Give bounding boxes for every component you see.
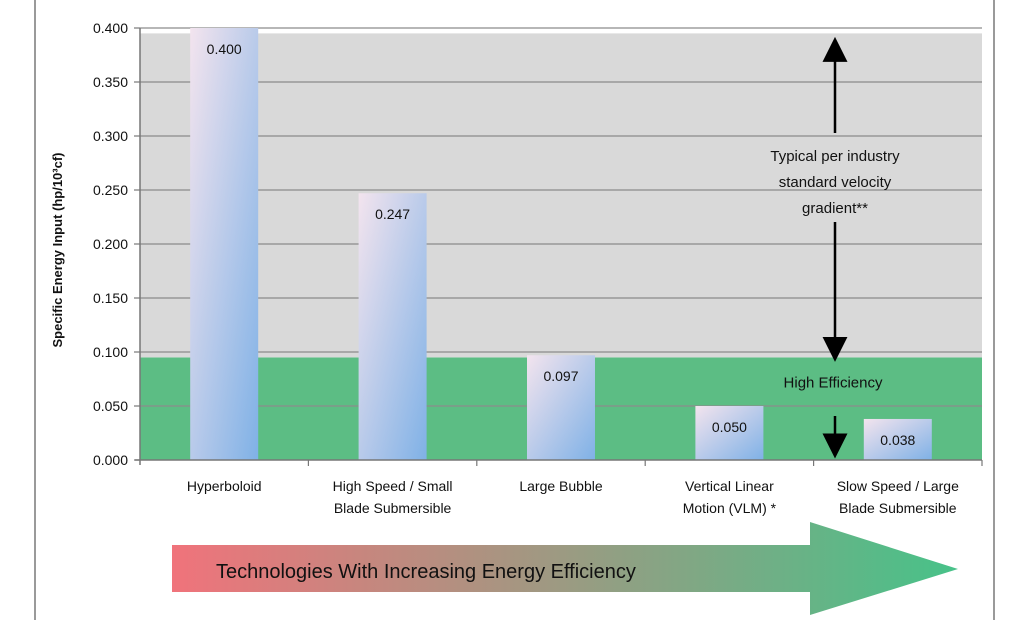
y-tick-label: 0.050 xyxy=(93,398,128,414)
y-tick-label: 0.000 xyxy=(93,452,128,468)
efficiency-arrow xyxy=(172,522,958,615)
data-label: 0.097 xyxy=(543,368,578,384)
y-tick-label: 0.150 xyxy=(93,290,128,306)
y-tick-label: 0.300 xyxy=(93,128,128,144)
category-label: Vertical Linear xyxy=(685,478,774,494)
annotation-text: standard velocity xyxy=(779,174,892,191)
bar xyxy=(695,406,764,460)
category-label: Blade Submersible xyxy=(839,500,957,516)
category-label: Hyperboloid xyxy=(187,478,262,494)
y-tick-label: 0.100 xyxy=(93,344,128,360)
efficiency-arrow-label: Technologies With Increasing Energy Effi… xyxy=(216,561,636,583)
annotation-text: gradient** xyxy=(802,200,868,217)
y-tick-label: 0.250 xyxy=(93,182,128,198)
y-tick-label: 0.200 xyxy=(93,236,128,252)
data-label: 0.247 xyxy=(375,206,410,222)
data-label: 0.400 xyxy=(207,41,242,57)
bar xyxy=(190,28,259,460)
category-label: Motion (VLM) * xyxy=(683,500,777,516)
left-frame-line xyxy=(34,0,36,620)
bar xyxy=(358,193,427,461)
category-label: High Speed / Small xyxy=(333,478,453,494)
y-tick-label: 0.350 xyxy=(93,74,128,90)
category-label: Blade Submersible xyxy=(334,500,452,516)
right-frame-line xyxy=(993,0,995,620)
data-label: 0.050 xyxy=(712,419,747,435)
category-label: Slow Speed / Large xyxy=(837,478,959,494)
band-label: High Efficiency xyxy=(784,374,883,391)
category-label: Large Bubble xyxy=(519,478,603,494)
bar xyxy=(527,355,595,460)
y-tick-label: 0.400 xyxy=(93,20,128,36)
y-axis-label: Specific Energy Input (hp/10³cf) xyxy=(50,152,65,347)
annotation-text: Typical per industry xyxy=(770,148,900,165)
bar xyxy=(863,418,932,460)
background-band-1 xyxy=(140,33,982,358)
data-label: 0.038 xyxy=(880,432,915,448)
